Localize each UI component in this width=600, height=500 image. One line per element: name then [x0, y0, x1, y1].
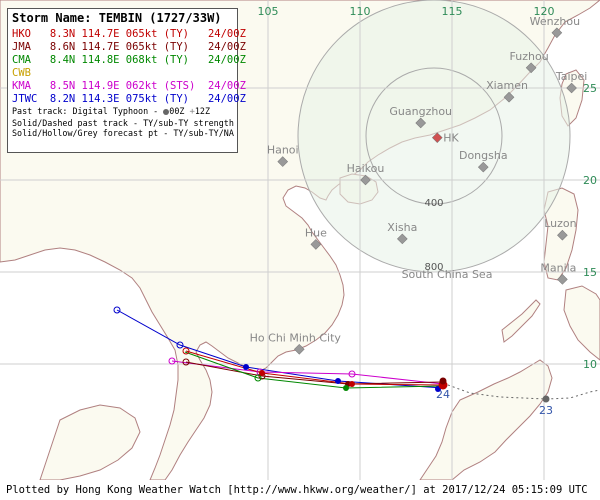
past-track-point-23: [542, 395, 550, 403]
agency-jma: JMA 8.6N 114.7E 065kt (TY) 24/00Z: [12, 41, 246, 53]
land-philippines-south: [563, 285, 600, 361]
place-label-guangzhou: Guangzhou: [389, 105, 452, 118]
lon-label-120: 120: [534, 5, 555, 18]
hko-point-3: [182, 347, 190, 355]
past-track-note: Past track: Digital Typhoon - 00Z +12Z: [12, 106, 233, 118]
place-marker-fuzhou: [525, 62, 537, 74]
jtwc-point-4: [113, 306, 121, 314]
track-style-note: Solid/Dashed past track - TY/sub-TY stre…: [12, 117, 234, 128]
place-label-wenzhou: Wenzhou: [530, 15, 580, 28]
place-label-xiamen: Xiamen: [486, 79, 528, 92]
track-jma: [185, 361, 444, 385]
place-label-haikou: Haikou: [347, 162, 385, 175]
range-ring-400: [365, 67, 503, 205]
jtwc-point-2: [243, 364, 249, 370]
track-cma: [184, 351, 444, 389]
place-label-fuzhou: Fuzhou: [510, 50, 549, 63]
past-track-12z-label: 12Z: [194, 106, 211, 116]
kma-point-3: [168, 357, 176, 365]
past-track-12z-plus-icon: +: [189, 107, 195, 117]
place-label-manila: Manila: [540, 261, 576, 274]
legend-box: Storm Name: TEMBIN (1727/33W) HKO 8.3N 1…: [7, 8, 246, 153]
place-marker-wenzhou: [551, 27, 563, 39]
lon-label-105: 105: [258, 5, 279, 18]
land-borneo: [419, 359, 553, 481]
place-label-luzon: Luzon: [544, 217, 576, 230]
land-palawan: [501, 299, 541, 343]
hko-point-2: [259, 370, 265, 376]
forecast-point-note: Solid/Hollow/Grey forecast pt - TY/sub-T…: [12, 128, 234, 138]
place-label-taipei: Taipei: [555, 70, 588, 83]
track-kma: [171, 360, 444, 385]
agency-cwb: CWB: [12, 67, 31, 79]
jtwc-point-3: [176, 341, 184, 349]
forecast-points: [113, 306, 448, 392]
range-ring-800-label: 800: [424, 262, 443, 273]
lat-label-15: 15: [583, 266, 597, 279]
place-marker-hue: [310, 239, 322, 250]
jma-point-3: [182, 358, 190, 366]
footer-credit: Plotted by Hong Kong Weather Watch [http…: [0, 480, 600, 500]
agency-jtwc: JTWC 8.2N 114.3E 075kt (TY) 24/00Z: [12, 93, 246, 105]
place-label-dongsha: Dongsha: [459, 149, 508, 162]
lon-label-110: 110: [350, 5, 371, 18]
land-malay: [39, 404, 141, 481]
lon-label-115: 115: [442, 5, 463, 18]
place-marker-xiamen: [503, 91, 515, 103]
lat-label-25: 25: [583, 82, 597, 95]
kma-point-1: [348, 370, 356, 378]
past-track-00z-dot-icon: [163, 108, 170, 115]
cma-point-1: [343, 385, 349, 391]
place-marker-luzon: [557, 229, 568, 241]
longitude-labels: 105 110 115 120: [258, 5, 555, 18]
place-label-hanoi: Hanoi: [267, 144, 299, 157]
past-track-label-23: 23: [539, 404, 553, 417]
place-marker-dongsha: [477, 161, 489, 173]
agency-kma: KMA 8.5N 114.9E 062kt (STS) 24/00Z: [12, 80, 246, 92]
places-layer: Wenzhou Fuzhou Taipei Xiamen Guangzhou HKDong…: [250, 15, 588, 355]
place-marker-xisha: [397, 233, 408, 245]
cma-point-2: [254, 374, 262, 382]
place-label-ho-chi-minh-city: Ho Chi Minh City: [250, 331, 342, 344]
agency-hko: HKO 8.3N 114.7E 065kt (TY) 24/00Z: [12, 28, 246, 40]
forecast-tracks: [116, 309, 444, 389]
place-label-xisha: Xisha: [387, 221, 417, 234]
past-track-00z-label: 00Z: [169, 106, 185, 116]
place-marker-taipei: [566, 82, 577, 94]
place-marker-ho-chi-minh-city: [293, 343, 305, 355]
place-marker-haikou: [360, 174, 371, 186]
lat-label-10: 10: [583, 358, 597, 371]
current-position-jma: [439, 377, 447, 385]
track-hko: [185, 350, 444, 386]
hko-point-1: [349, 381, 355, 387]
jtwc-point-1: [335, 378, 341, 384]
place-marker-hanoi: [277, 156, 289, 167]
sea-label: South China Sea: [402, 268, 493, 281]
range-ring-400-label: 400: [424, 198, 443, 209]
place-marker-manila: [557, 274, 568, 285]
place-marker-hk: [431, 132, 443, 143]
place-label-hue: Hue: [305, 226, 327, 239]
place-marker-guangzhou: [415, 117, 427, 129]
agency-cma: CMA 8.4N 114.8E 068kt (TY) 24/00Z: [12, 54, 246, 66]
lat-label-20: 20: [583, 174, 597, 187]
place-label-hk: HK: [443, 132, 459, 145]
storm-name-title: Storm Name: TEMBIN (1727/33W): [12, 11, 222, 25]
latitude-labels: 25 20 15 10: [583, 82, 597, 371]
past-track-label: Past track: Digital Typhoon -: [12, 106, 159, 116]
